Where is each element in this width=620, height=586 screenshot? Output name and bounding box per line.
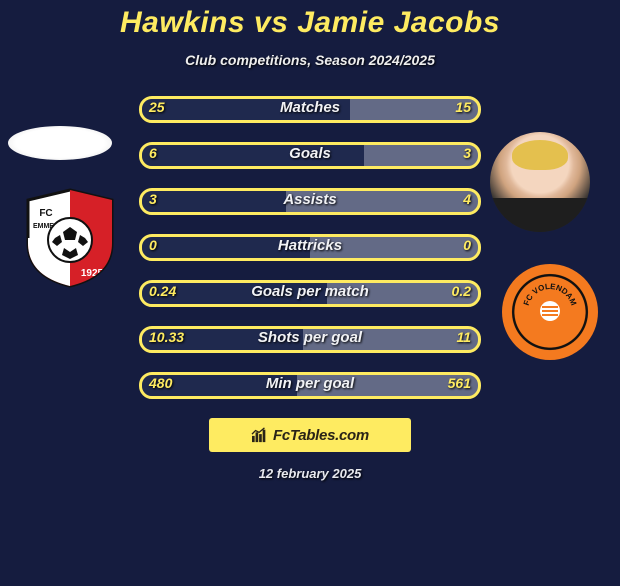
stat-value-right: 15 [455,99,471,115]
club-badge-volendam: FC VOLENDAM [502,264,598,360]
stat-label: Assists [139,191,481,208]
player-right-avatar [490,132,590,232]
date-label: 12 february 2025 [0,466,620,481]
stat-label: Min per goal [139,375,481,392]
svg-text:FC: FC [39,208,52,219]
stat-label: Shots per goal [139,329,481,346]
subtitle: Club competitions, Season 2024/2025 [0,52,620,68]
stat-value-right: 0.2 [452,283,471,299]
stat-value-right: 4 [463,191,471,207]
stat-row: 25Matches15 [139,96,481,123]
brand-chart-icon [251,427,269,443]
stat-label: Matches [139,99,481,116]
stat-row: 0Hattricks0 [139,234,481,261]
club-badge-emmen: FC EMMEN 1925 [20,188,120,288]
brand-label: FcTables.com [273,427,369,444]
stat-row: 0.24Goals per match0.2 [139,280,481,307]
stat-row: 480Min per goal561 [139,372,481,399]
stat-label: Hattricks [139,237,481,254]
shield-icon: FC EMMEN 1925 [20,188,120,288]
stat-row: 6Goals3 [139,142,481,169]
page-title: Hawkins vs Jamie Jacobs [0,6,620,40]
stat-value-right: 0 [463,237,471,253]
stat-value-right: 561 [448,375,471,391]
stat-value-right: 11 [456,329,471,345]
brand-box: FcTables.com [209,418,411,452]
stat-row: 3Assists4 [139,188,481,215]
player-left-avatar [8,126,112,160]
stat-label: Goals per match [139,283,481,300]
badge-volendam-label: FC VOLENDAM [522,283,578,341]
stat-label: Goals [139,145,481,162]
stat-value-right: 3 [463,145,471,161]
stat-row: 10.33Shots per goal11 [139,326,481,353]
